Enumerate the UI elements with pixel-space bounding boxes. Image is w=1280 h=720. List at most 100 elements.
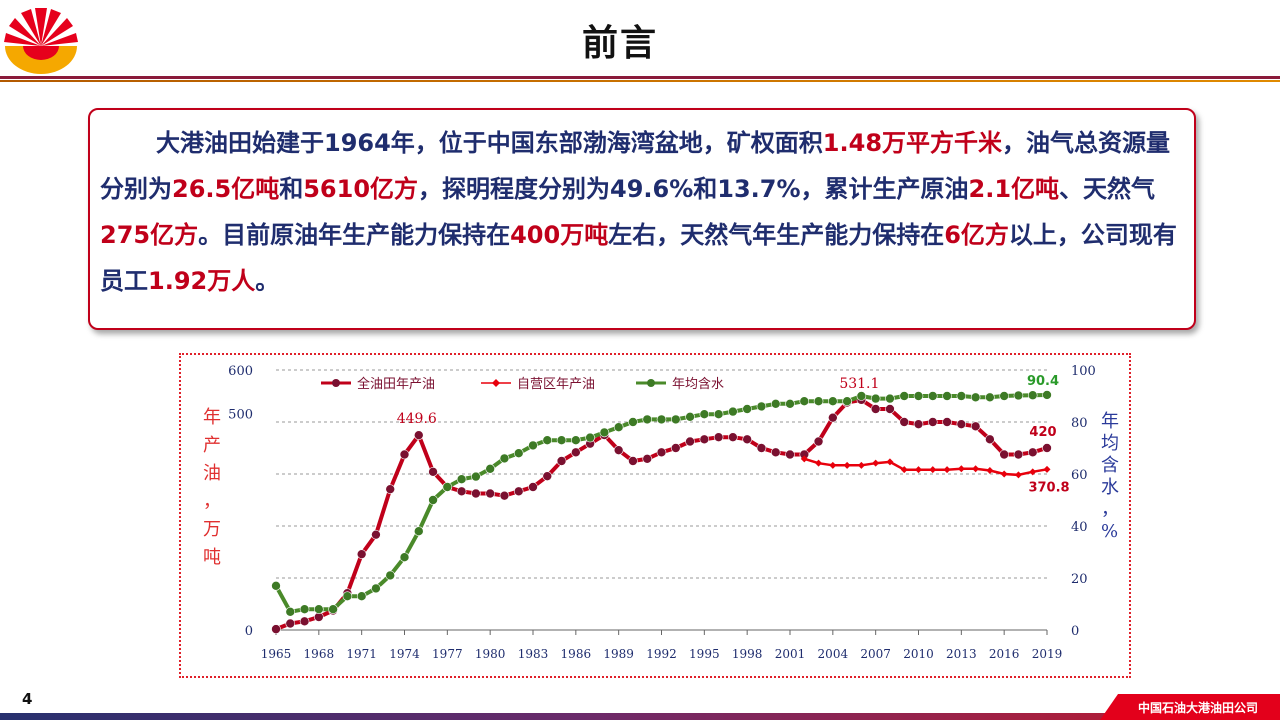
data-point — [685, 436, 695, 447]
data-point — [285, 618, 296, 629]
data-point — [899, 417, 910, 427]
data-point — [571, 435, 581, 445]
data-point — [956, 419, 967, 429]
data-point — [613, 422, 624, 432]
data-point — [699, 434, 710, 445]
intro-paragraph: 大港油田始建于1964年，位于中国东部渤海湾盆地，矿权面积1.48万平方千米，油… — [100, 120, 1190, 304]
intro-box: 大港油田始建于1964年，位于中国东部渤海湾盆地，矿权面积1.48万平方千米，油… — [88, 108, 1196, 330]
data-point — [356, 549, 367, 559]
data-point — [927, 417, 938, 427]
legend-swatch-marker — [332, 379, 340, 387]
data-point — [656, 447, 667, 458]
data-point — [542, 435, 553, 445]
intro-highlight: 2.1亿吨 — [968, 175, 1060, 203]
data-point — [1013, 449, 1024, 460]
data-point — [943, 466, 951, 474]
data-point — [813, 396, 824, 407]
x-tick-label: 1977 — [432, 647, 463, 661]
data-point — [471, 471, 481, 482]
data-point — [456, 486, 467, 497]
data-point — [972, 465, 980, 473]
data-point — [656, 414, 667, 425]
intro-text-segment: 。 — [255, 267, 280, 295]
data-point — [328, 604, 338, 614]
right-tick-label: 100 — [1071, 364, 1096, 379]
series-line — [275, 397, 1048, 631]
right-tick-label: 40 — [1071, 520, 1088, 535]
intro-text-segment: 、天然气 — [1059, 175, 1156, 203]
data-point — [299, 604, 310, 614]
data-point — [885, 393, 895, 404]
data-point — [670, 443, 681, 453]
data-point — [528, 482, 538, 492]
right-tick-label: 20 — [1071, 572, 1088, 587]
x-tick-label: 1968 — [304, 647, 335, 661]
data-point — [271, 581, 281, 591]
data-label: 449.6 — [397, 411, 437, 427]
data-point — [813, 436, 824, 447]
data-point — [785, 449, 795, 460]
data-point — [585, 432, 595, 443]
page-number: 4 — [22, 690, 33, 708]
x-tick-label: 1995 — [689, 647, 720, 661]
data-point — [942, 417, 952, 427]
data-point — [513, 448, 524, 458]
data-point — [843, 461, 851, 469]
petrochina-logo-icon — [4, 4, 78, 76]
data-point — [870, 393, 881, 404]
x-tick-label: 2010 — [903, 647, 934, 661]
data-point — [800, 455, 808, 463]
x-tick-label: 2004 — [818, 647, 849, 661]
intro-highlight: 275亿方 — [100, 221, 199, 249]
data-point — [885, 404, 895, 414]
data-point — [442, 482, 453, 492]
data-point — [1043, 465, 1051, 473]
data-point — [899, 391, 910, 401]
data-point — [571, 447, 581, 458]
data-point — [886, 458, 894, 466]
data-point — [413, 526, 424, 536]
data-point — [815, 459, 823, 467]
x-tick-label: 1971 — [346, 647, 377, 661]
right-tick-label: 0 — [1071, 624, 1079, 639]
data-point — [915, 466, 922, 474]
intro-highlight: 400万吨 — [510, 221, 609, 249]
legend-label: 全油田年产油 — [357, 376, 435, 392]
data-point — [970, 392, 981, 403]
data-point — [356, 591, 367, 601]
right-tick-label: 60 — [1071, 468, 1088, 483]
data-point — [556, 456, 567, 466]
data-point — [1042, 390, 1052, 400]
intro-text-segment: 以上，公司现有员工 — [100, 221, 1177, 295]
data-point — [829, 461, 837, 469]
data-point — [728, 432, 738, 442]
data-point — [371, 529, 381, 540]
x-tick-label: 1989 — [603, 647, 634, 661]
intro-highlight: 1.92万人 — [148, 267, 256, 295]
data-point — [1029, 468, 1037, 476]
data-point — [456, 474, 467, 484]
data-point — [1027, 390, 1038, 401]
data-point — [485, 464, 495, 474]
intro-highlight: 5610亿方 — [303, 175, 419, 203]
data-point — [799, 396, 810, 407]
legend-label: 自营区年产油 — [517, 377, 595, 392]
intro-text-segment: 左右，天然气年生产能力保持在 — [608, 221, 945, 249]
data-point — [929, 466, 937, 474]
legend-swatch-marker — [647, 379, 655, 387]
data-point — [770, 398, 781, 409]
data-point — [628, 456, 638, 466]
data-point — [471, 488, 481, 499]
data-point — [1013, 390, 1024, 401]
left-tick-label: 500 — [228, 407, 253, 422]
x-tick-label: 2016 — [989, 647, 1020, 661]
data-point — [956, 391, 967, 401]
data-point — [828, 412, 838, 423]
data-point — [1014, 471, 1022, 479]
data-point — [399, 552, 410, 562]
data-point — [399, 449, 410, 460]
data-point — [642, 454, 653, 464]
data-point — [613, 445, 624, 455]
data-point — [685, 411, 695, 422]
data-point — [713, 409, 724, 420]
